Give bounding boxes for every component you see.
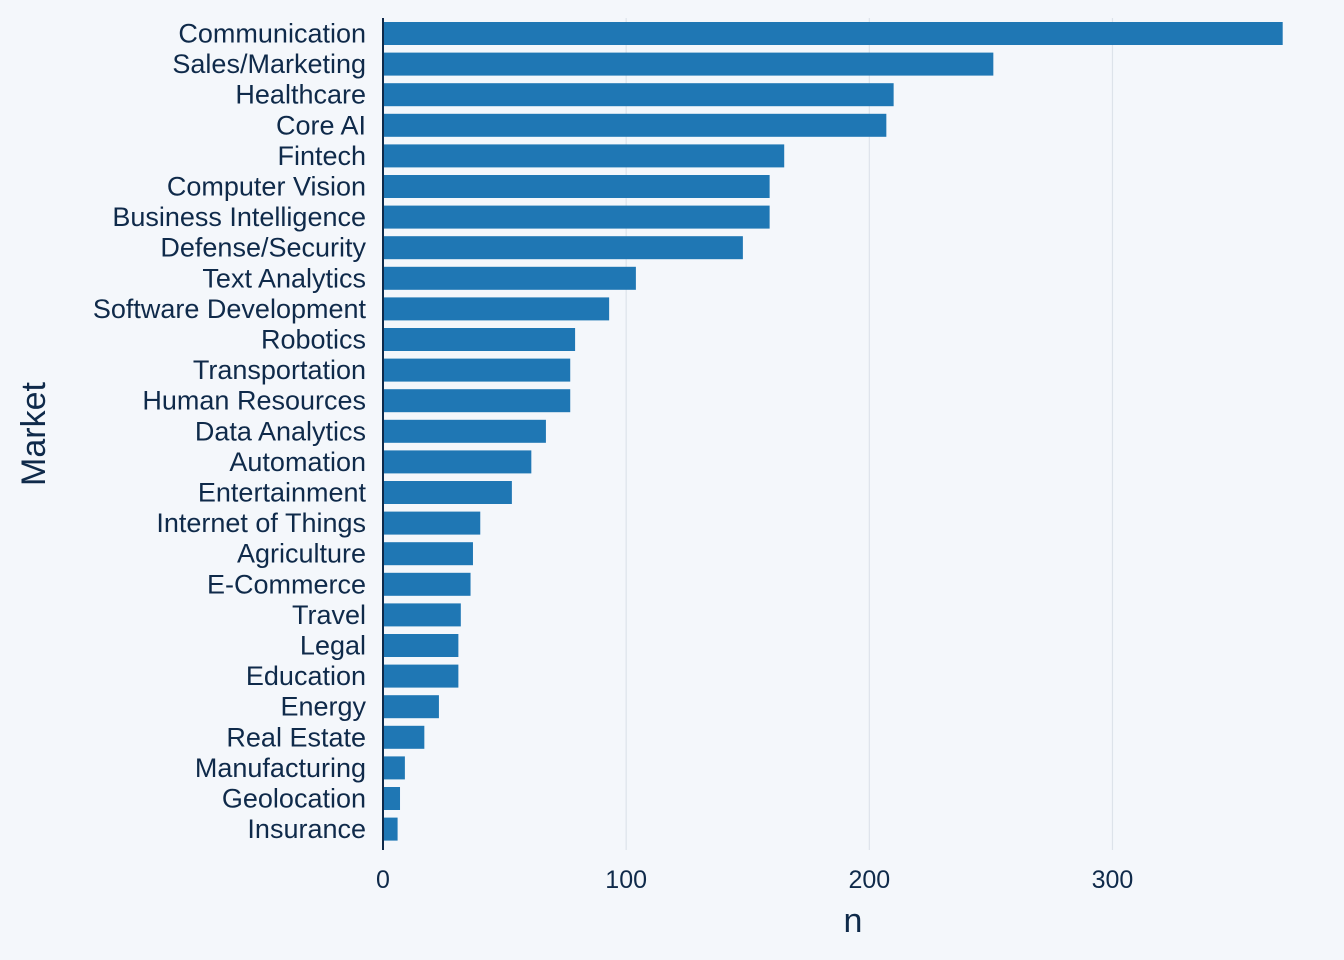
bar [383, 725, 425, 749]
category-label: Real Estate [226, 722, 366, 752]
category-label: Fintech [277, 141, 366, 171]
bar [383, 817, 398, 841]
category-label: Healthcare [235, 80, 366, 110]
bar [383, 266, 636, 290]
bars [383, 22, 1283, 841]
bar [383, 634, 459, 657]
category-label: Core AI [276, 110, 366, 140]
bar [383, 603, 461, 627]
bar [383, 22, 1283, 45]
bar [383, 572, 471, 596]
bar [383, 419, 546, 443]
category-label: Software Development [93, 294, 367, 324]
bar [383, 389, 571, 413]
bar [383, 113, 887, 137]
x-tick-labels: 0 100 200 300 [376, 866, 1133, 894]
category-label: E-Commerce [207, 569, 366, 599]
bar [383, 756, 405, 780]
bar [383, 328, 576, 351]
x-tick-label: 200 [848, 866, 890, 894]
bar [383, 205, 770, 229]
category-label: Robotics [261, 325, 366, 355]
category-label: Business Intelligence [112, 202, 366, 232]
category-label: Defense/Security [160, 233, 366, 263]
grid-lines [625, 18, 1114, 850]
category-label: Legal [300, 631, 366, 661]
bar [383, 297, 610, 321]
bar [383, 695, 439, 719]
category-label: Insurance [247, 814, 366, 844]
category-label: Text Analytics [202, 263, 366, 293]
bar [383, 787, 401, 810]
category-label: Human Resources [142, 386, 366, 416]
bar [383, 511, 481, 535]
category-label: Energy [280, 692, 366, 722]
category-labels: CommunicationSales/MarketingHealthcareCo… [93, 19, 367, 845]
category-label: Sales/Marketing [172, 49, 366, 79]
category-label: Computer Vision [167, 172, 366, 202]
bar [383, 450, 532, 474]
category-label: Transportation [193, 355, 366, 385]
category-label: Communication [178, 19, 366, 49]
y-axis-title: Market [15, 381, 53, 485]
category-label: Internet of Things [156, 508, 366, 538]
x-axis-title: n [844, 902, 863, 940]
bar [383, 358, 571, 382]
bar [383, 52, 994, 76]
x-tick-label: 100 [605, 866, 647, 894]
bar [383, 481, 512, 504]
bar [383, 236, 743, 260]
bar [383, 542, 473, 566]
x-tick-label: 0 [376, 866, 390, 894]
bar [383, 144, 785, 168]
category-label: Agriculture [237, 539, 366, 569]
category-label: Entertainment [198, 478, 367, 508]
category-label: Automation [229, 447, 366, 477]
category-label: Data Analytics [195, 416, 366, 446]
category-label: Geolocation [222, 784, 366, 814]
category-label: Travel [292, 600, 366, 630]
category-label: Manufacturing [195, 753, 366, 783]
category-label: Education [246, 661, 366, 691]
bar [383, 83, 894, 107]
x-tick-label: 300 [1092, 866, 1134, 894]
bar [383, 664, 459, 688]
bar [383, 175, 770, 198]
